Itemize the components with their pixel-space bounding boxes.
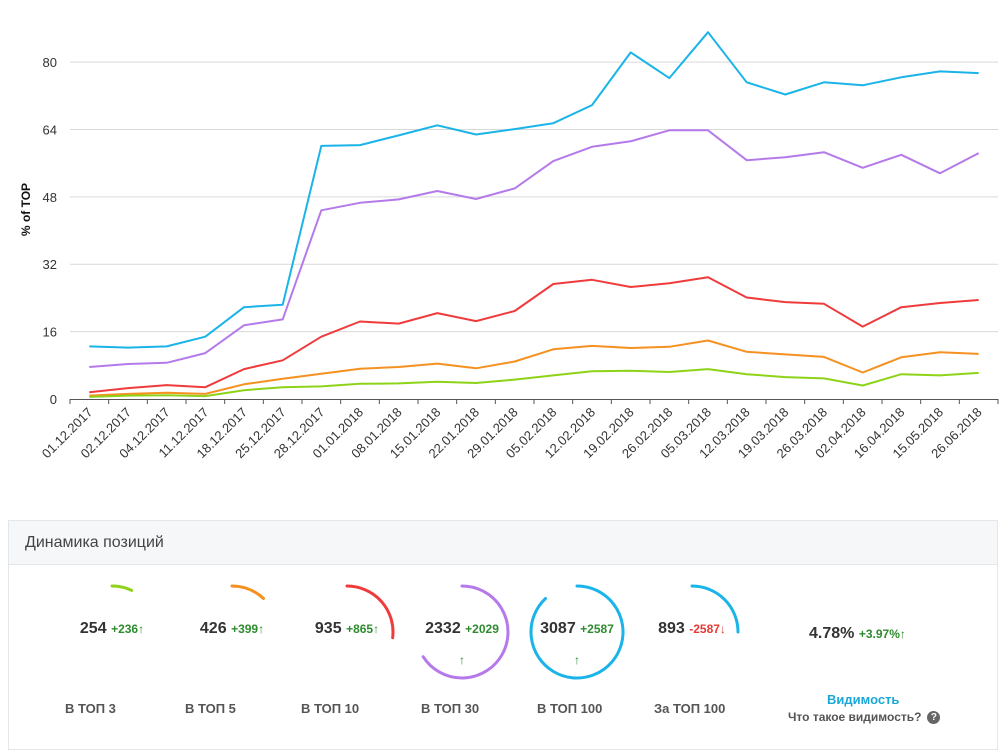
gauge-arc [529,584,625,680]
metric-label-top5: В ТОП 5 [185,701,236,716]
metric-delta: +2029 [465,622,499,636]
metric-delta: +3.97%↑ [858,627,906,641]
y-tick-label: 48 [43,190,57,205]
positions-dynamics-panel: Динамика позиций 254 +236↑ В ТОП 3 426 +… [8,520,998,750]
gauge-arc [230,584,265,600]
gauge-top10 [345,584,395,640]
metric-top100-value: 3087 +2587 [528,620,626,638]
gauge-arc [690,584,740,634]
series-line-3 [89,276,979,394]
visibility-value: 4.78% +3.97%↑ [809,625,906,643]
question-icon[interactable]: ? [927,711,941,725]
visibility-help-text: Что такое видимость? [788,710,922,724]
gauge-beyond-top100 [690,584,740,634]
gauge-top100 [529,584,625,680]
metric-value: 893 [658,620,685,637]
metric-label-top100: В ТОП 100 [537,701,603,716]
arrow-up-icon: ↑ [138,622,145,636]
metric-value: 254 [79,620,107,637]
arrow-up-icon: ↑ [258,622,265,636]
gauge-top3 [110,584,134,592]
metric-top30-value: 2332 +2029 [413,620,511,638]
visibility-link[interactable]: Видимость [827,692,900,707]
metric-delta: +2587 [580,622,614,636]
metric-delta: +399↑ [231,622,265,636]
series-line-1 [89,31,979,349]
metric-top10-value: 935 +865↑ [298,620,396,638]
gauge-top30 [421,584,510,680]
visibility-help[interactable]: Что такое видимость?? [788,710,941,725]
metric-value: 2332 [425,620,461,637]
metric-value: 426 [199,620,227,637]
y-tick-label: 32 [43,257,57,272]
metric-value: 935 [314,620,342,637]
metric-delta: +865↑ [346,622,380,636]
position-chart: 0163248648001.12.201702.12.201704.12.201… [19,31,999,461]
arrow-down-icon: ↓ [719,622,726,636]
series-line-2 [89,129,980,368]
y-tick-label: 64 [43,122,57,137]
metric-value: 4.78% [809,625,855,642]
y-axis-label: % of TOP [19,183,33,236]
gauge-top5 [230,584,265,600]
metric-value: 3087 [540,620,576,637]
gauge-arc [421,584,510,680]
metric-label-top30: В ТОП 30 [421,701,480,716]
metric-beyond-top100-value: 893 -2587↓ [643,620,741,638]
y-tick-label: 16 [43,325,57,340]
arrow-up-icon: ↑ [574,653,580,667]
gauge-arc [110,584,134,592]
y-tick-label: 0 [50,392,57,407]
arrow-up-icon: ↑ [373,622,380,636]
gauge-arc [345,584,395,640]
series-line-4 [89,339,979,397]
y-tick-label: 80 [43,55,57,70]
metric-delta: -2587↓ [689,622,726,636]
metric-top3-value: 254 +236↑ [63,620,161,638]
metric-label-top10: В ТОП 10 [301,701,360,716]
metric-label-top3: В ТОП 3 [65,701,116,716]
arrow-up-icon: ↑ [459,653,465,667]
metric-top5-value: 426 +399↑ [183,620,281,638]
panel-title: Динамика позиций [9,521,997,565]
metric-label-beyond-top100: За ТОП 100 [654,701,726,716]
arrow-up-icon: ↑ [899,627,906,641]
metric-delta: +236↑ [111,622,145,636]
series-line-5 [89,368,979,398]
